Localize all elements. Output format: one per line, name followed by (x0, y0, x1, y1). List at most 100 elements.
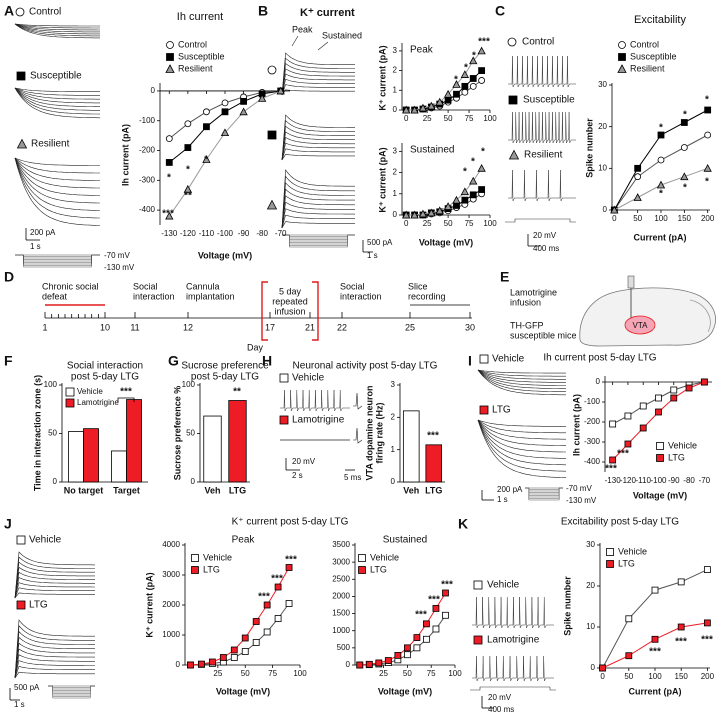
data-point (443, 202, 453, 210)
legend-label: LTG (203, 564, 220, 574)
data-point (285, 564, 293, 571)
label: 20 mV (292, 457, 316, 466)
data-point (460, 70, 470, 78)
x-tick-label: 75 (427, 669, 436, 678)
y-tick-label: 10 (586, 622, 595, 631)
group-marker (279, 415, 289, 425)
data-point (461, 196, 469, 204)
label: Lamotrigine (510, 287, 557, 297)
protocol (505, 218, 576, 223)
x-tick-label: LTG (229, 485, 246, 495)
legend-label: Vehicle (618, 546, 647, 556)
data-point (263, 628, 271, 636)
y-tick-label: 3000 (162, 570, 180, 579)
y-tick-label: 0 (393, 105, 398, 114)
data-point (423, 620, 430, 628)
legend-label: Resilient (630, 63, 665, 73)
y-tick-label: 0 (591, 663, 596, 672)
label: 5 ms (344, 473, 361, 482)
day-label: 10 (100, 322, 110, 332)
x-tick-label: 75 (268, 669, 277, 678)
y-tick-label: 2000 (332, 592, 350, 601)
x-tick-label: 50 (633, 214, 642, 223)
trace (281, 119, 355, 161)
y-tick-label: -200 (584, 417, 601, 426)
group-label: LTG (29, 600, 48, 611)
trace (477, 369, 566, 374)
data-point (657, 156, 665, 164)
data-point (655, 394, 662, 402)
data-point (651, 586, 659, 594)
series-line (190, 567, 290, 666)
series-line (359, 615, 446, 666)
panel-letter: E (500, 269, 509, 285)
legend-marker (617, 64, 627, 73)
y-tick-label: 50 (48, 429, 57, 438)
x-tick-label: 75 (465, 219, 474, 228)
chart-title: post 5-day LTG (191, 372, 259, 383)
group-marker (16, 71, 26, 81)
legend-label: LTG (668, 452, 685, 462)
y-tick-label: 1 (391, 445, 396, 454)
data-point (187, 661, 194, 669)
x-tick-label: 50 (444, 219, 453, 228)
chart-title: post 5-day LTG (71, 372, 139, 383)
data-point (183, 184, 193, 193)
x-axis-label: Voltage (mV) (198, 250, 252, 260)
chart-title: Sustained (410, 145, 454, 156)
chart-title: Sustained (383, 535, 427, 546)
data-point (461, 88, 469, 96)
trace (14, 157, 100, 166)
day-label: 1 (42, 322, 47, 332)
label: -130 mV (104, 263, 135, 272)
group-label: Lamotrigine (487, 635, 540, 646)
trace (14, 654, 95, 679)
trace (14, 582, 95, 599)
group-label: Vehicle (492, 354, 525, 365)
trace (14, 23, 100, 35)
y-axis-label: VTA dopamine neuron (364, 385, 374, 480)
timeline-event: interaction (340, 291, 382, 301)
legend-marker (166, 53, 174, 61)
data-point (427, 208, 436, 217)
y-tick-label: 0 (346, 660, 351, 669)
data-point (285, 600, 293, 607)
label: 500 pA (367, 238, 393, 247)
chart-title: Ih current (177, 11, 223, 23)
data-point (657, 131, 665, 139)
timeline-event: interaction (133, 291, 175, 301)
trace (281, 195, 355, 229)
day-label: 17 (265, 322, 275, 332)
day-label: 22 (337, 322, 347, 332)
trace (477, 419, 566, 434)
trace (14, 157, 100, 196)
y-tick-label: -100 (584, 397, 601, 406)
significance-marker: *** (605, 464, 617, 475)
data-point (670, 394, 678, 402)
y-tick-label: 3500 (332, 540, 350, 549)
series-line (359, 592, 446, 666)
x-tick-label: -100 (217, 229, 234, 238)
y-tick-label: 0 (176, 660, 181, 669)
legend-marker (606, 560, 614, 568)
chart-title: Ih current post 5-day LTG (543, 353, 656, 364)
data-point (680, 172, 689, 181)
x-tick-label: -70 (699, 476, 711, 485)
y-tick-label: 0 (393, 210, 398, 219)
trace (281, 154, 355, 161)
x-tick-label: -70 (275, 229, 287, 238)
trace (14, 87, 100, 107)
data-point (639, 402, 647, 410)
trace (14, 642, 95, 679)
y-tick-label: 50 (186, 429, 195, 438)
trace (14, 587, 95, 599)
significance-marker: *** (428, 595, 440, 606)
trace (281, 214, 355, 229)
trace (281, 84, 355, 96)
x-tick-label: 200 (701, 214, 715, 223)
trace (14, 571, 95, 599)
trace (477, 369, 566, 396)
x-tick-label: -110 (199, 229, 215, 238)
legend-label: Vehicle (203, 552, 232, 562)
data-point (165, 135, 173, 143)
